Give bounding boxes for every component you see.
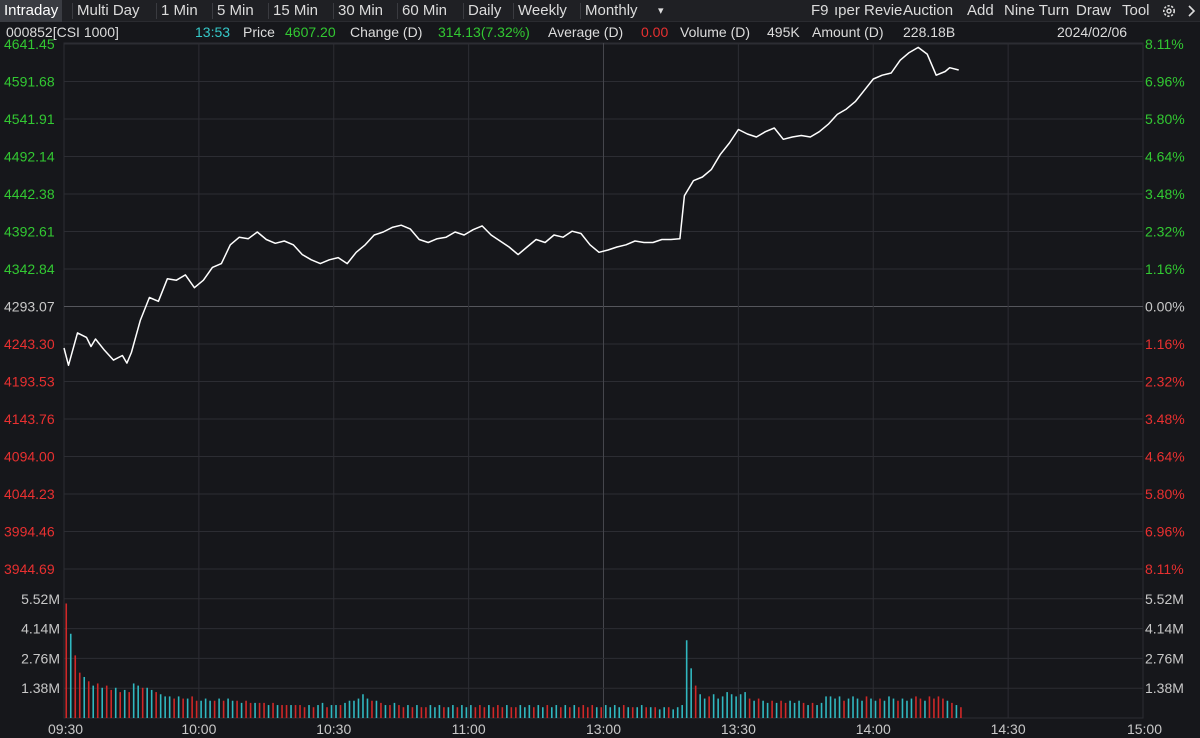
volume-value: 495K [767,24,800,40]
price-tick-label: 3944.69 [4,561,55,577]
percent-tick-label: 6.96% [1145,74,1185,90]
tool-3-button[interactable]: Auction [903,2,954,19]
time-tick-label: 13:00 [586,721,621,737]
price-value: 4607.20 [285,24,336,40]
percent-tick-label: 1.16% [1145,261,1185,277]
price-tick-label: 4541.91 [4,111,55,127]
tool-5-button[interactable]: Nine Turn [1004,2,1070,19]
tab-60-min[interactable]: 60 Min [402,2,448,19]
percent-tick-label: 5.80% [1145,486,1185,502]
tab-15-min[interactable]: 15 Min [273,2,319,19]
percent-tick-label: 6.96% [1145,524,1185,540]
tab-weekly[interactable]: Weekly [518,2,567,19]
time-tick-label: 10:30 [316,721,351,737]
price-tick-label: 4591.68 [4,74,55,90]
percent-tick-label: 8.11% [1145,36,1184,52]
volume-tick-label: 1.38M [21,680,60,696]
volume-tick-label: 4.14M [21,621,60,637]
percent-tick-label: 3.48% [1145,186,1185,202]
price-tick-label: 3994.46 [4,524,55,540]
volume-label: Volume (D) [680,24,751,40]
change-label: Change (D) [350,24,423,40]
price-tick-label: 4492.14 [4,149,55,165]
percent-tick-label: 3.48% [1145,411,1185,427]
toolbar-divider [397,3,398,19]
volume-tick-label: 2.76M [21,650,60,666]
time-tick-label: 14:30 [991,721,1026,737]
percent-tick-label: 2.32% [1145,374,1185,390]
percent-tick-label: 2.32% [1145,224,1185,240]
price-tick-label: 4293.07 [4,299,55,315]
time-tick-label: 13:30 [721,721,756,737]
tool-6-button[interactable]: Draw [1076,2,1112,19]
tab-monthly[interactable]: Monthly [585,2,638,19]
volume-tick-label-right: 1.38M [1145,680,1184,696]
index-code: 000852[CSI 1000] [6,24,119,40]
percent-tick-label: 0.00% [1145,299,1185,315]
quote-info-bar: 000852[CSI 1000] 13:53 Price 4607.20 Cha… [0,22,1200,42]
more-periods-icon[interactable]: ▾ [658,5,664,17]
volume-tick-label: 5.52M [21,591,60,607]
gear-icon[interactable] [1157,0,1181,22]
average-label: Average (D) [548,24,624,40]
tool-2-button[interactable]: ıper Revie [834,2,903,19]
average-value: 0.00 [641,24,669,40]
price-tick-label: 4641.45 [4,36,55,52]
tab-5-min[interactable]: 5 Min [217,2,254,19]
toolbar-divider [513,3,514,19]
price-tick-label: 4143.76 [4,411,55,427]
toolbar-divider [268,3,269,19]
price-tick-label: 4392.61 [4,224,55,240]
chevron-right-icon[interactable] [1182,0,1200,22]
volume-tick-label-right: 5.52M [1145,591,1184,607]
price-tick-label: 4243.30 [4,336,55,352]
price-tick-label: 4442.38 [4,186,55,202]
toolbar-divider [72,3,73,19]
percent-tick-label: 1.16% [1145,336,1185,352]
price-label: Price [243,24,275,40]
price-tick-label: 4094.00 [4,449,55,465]
toolbar-divider [212,3,213,19]
price-tick-label: 4193.53 [4,374,55,390]
time-tick-label: 11:00 [452,721,486,737]
amount-value: 228.18B [903,24,956,40]
period-toolbar: Intraday Multi Day 1 Min 5 Min 15 Min 30 Min 6… [0,0,1200,22]
percent-tick-label: 4.64% [1145,149,1185,165]
change-value: 314.13(7.32%) [438,24,530,40]
volume-tick-label-right: 2.76M [1145,650,1184,666]
toolbar-divider [580,3,581,19]
amount-label: Amount (D) [812,24,884,40]
tab-1-min[interactable]: 1 Min [161,2,198,19]
time-tick-label: 09:30 [48,721,83,737]
tool-7-button[interactable]: Tool [1122,2,1150,19]
quote-time: 13:53 [195,24,231,40]
time-tick-label: 14:00 [856,721,891,737]
tool-4-button[interactable]: Add [967,2,994,19]
percent-tick-label: 5.80% [1145,111,1185,127]
percent-tick-label: 8.11% [1145,561,1184,577]
toolbar-divider [463,3,464,19]
tool-1-button[interactable]: F9 [811,2,829,19]
time-tick-label: 10:00 [181,721,216,737]
tab-multi-day[interactable]: Multi Day [77,2,140,19]
tab-30-min[interactable]: 30 Min [338,2,384,19]
quote-date: 2024/02/06 [1057,24,1128,40]
price-line [63,46,959,367]
toolbar-divider [156,3,157,19]
percent-tick-label: 4.64% [1145,449,1185,465]
price-tick-label: 4044.23 [4,486,55,502]
volume-tick-label-right: 4.14M [1145,621,1184,637]
toolbar-divider [333,3,334,19]
price-tick-label: 4342.84 [4,261,55,277]
tab-intraday[interactable]: Intraday [0,0,63,22]
tab-daily[interactable]: Daily [468,2,502,19]
time-tick-label: 15:00 [1127,721,1162,737]
